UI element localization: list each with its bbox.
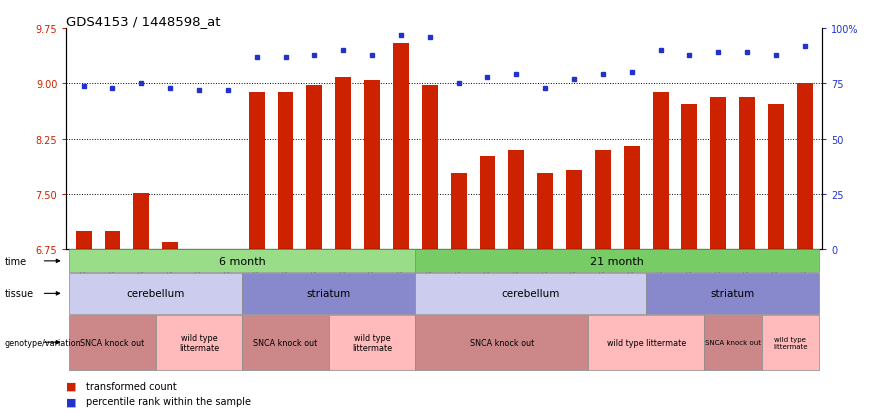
Text: GDS4153 / 1448598_at: GDS4153 / 1448598_at xyxy=(66,15,221,28)
Bar xyxy=(566,171,582,250)
Text: ■: ■ xyxy=(66,381,77,391)
Bar xyxy=(508,150,524,250)
Text: percentile rank within the sample: percentile rank within the sample xyxy=(86,396,251,406)
Bar xyxy=(335,78,351,250)
Text: SNCA knock out: SNCA knock out xyxy=(705,339,761,345)
Text: cerebellum: cerebellum xyxy=(501,289,560,299)
Bar xyxy=(624,147,640,250)
Text: genotype/variation: genotype/variation xyxy=(4,338,81,347)
Bar xyxy=(133,194,149,250)
Bar xyxy=(537,174,553,250)
Text: cerebellum: cerebellum xyxy=(126,289,185,299)
Text: wild type littermate: wild type littermate xyxy=(606,338,686,347)
Bar xyxy=(652,93,668,250)
Text: SNCA knock out: SNCA knock out xyxy=(469,338,534,347)
Text: wild type
littermate: wild type littermate xyxy=(774,336,808,349)
Text: wild type
littermate: wild type littermate xyxy=(179,333,219,352)
Bar xyxy=(682,105,697,250)
Bar xyxy=(739,97,755,250)
Bar xyxy=(479,157,495,250)
Text: ■: ■ xyxy=(66,396,77,406)
Text: time: time xyxy=(4,256,27,266)
Text: tissue: tissue xyxy=(4,289,34,299)
Text: SNCA knock out: SNCA knock out xyxy=(254,338,317,347)
Bar xyxy=(248,93,264,250)
Bar xyxy=(796,84,812,250)
Bar xyxy=(191,250,207,257)
Text: 6 month: 6 month xyxy=(219,256,266,266)
Bar xyxy=(711,97,726,250)
Text: transformed count: transformed count xyxy=(86,381,177,391)
Text: SNCA knock out: SNCA knock out xyxy=(80,338,145,347)
Text: 21 month: 21 month xyxy=(591,256,644,266)
Bar xyxy=(364,81,380,250)
Text: wild type
littermate: wild type littermate xyxy=(352,333,392,352)
Bar xyxy=(451,174,467,250)
Bar xyxy=(76,231,92,250)
Bar xyxy=(220,250,236,255)
Text: striatum: striatum xyxy=(307,289,351,299)
Bar xyxy=(768,105,784,250)
Bar xyxy=(307,85,323,250)
Bar xyxy=(422,85,438,250)
Bar xyxy=(104,231,120,250)
Bar xyxy=(163,242,178,250)
Bar xyxy=(278,93,293,250)
Text: striatum: striatum xyxy=(711,289,755,299)
Bar xyxy=(393,44,409,250)
Bar xyxy=(595,150,611,250)
